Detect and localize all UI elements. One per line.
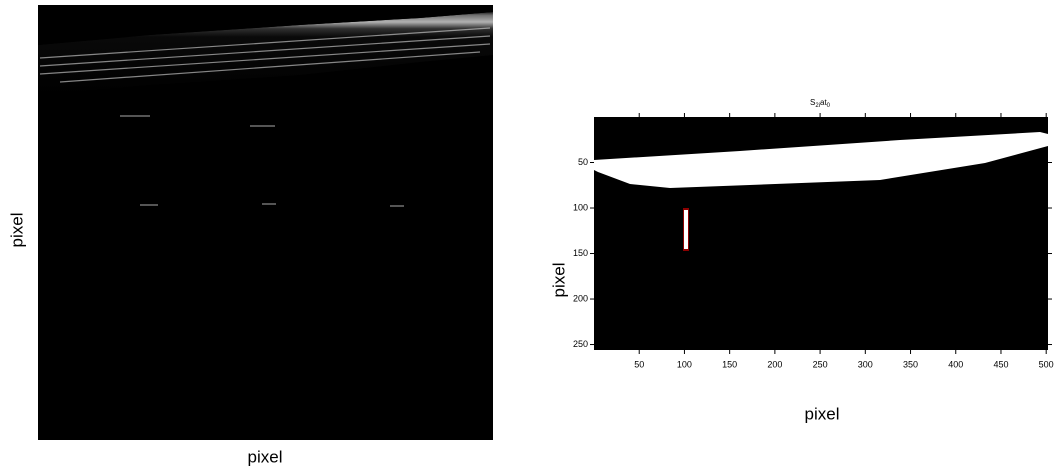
y-tick-label: 200	[573, 293, 588, 303]
x-tick-label: 450	[993, 359, 1008, 369]
left-image	[38, 5, 493, 440]
title-part: 2i	[815, 103, 820, 109]
title-part: 0	[827, 103, 831, 109]
x-tick-label: 250	[813, 359, 828, 369]
x-tick-label: 350	[903, 359, 918, 369]
y-tick-label: 100	[573, 202, 588, 212]
mask-plot	[594, 117, 1048, 350]
x-tick-label: 100	[677, 359, 692, 369]
x-tick-label: 200	[767, 359, 782, 369]
title-part: S	[810, 98, 815, 107]
y-tick-label: 150	[573, 248, 588, 258]
y-label: pixel	[7, 213, 26, 248]
x-tick-label: 300	[858, 359, 873, 369]
x-label: pixel	[805, 404, 840, 423]
title-part: at	[820, 98, 827, 107]
y-tick-label: 250	[573, 339, 588, 349]
x-tick-label: 400	[948, 359, 963, 369]
x-label: pixel	[248, 447, 283, 466]
x-tick-label: 50	[634, 359, 644, 369]
y-label: pixel	[549, 263, 568, 298]
plot-title: S2iat0	[810, 98, 831, 108]
x-tick-label: 150	[722, 359, 737, 369]
x-tick-label: 500	[1039, 359, 1054, 369]
y-tick-label: 50	[578, 157, 588, 167]
